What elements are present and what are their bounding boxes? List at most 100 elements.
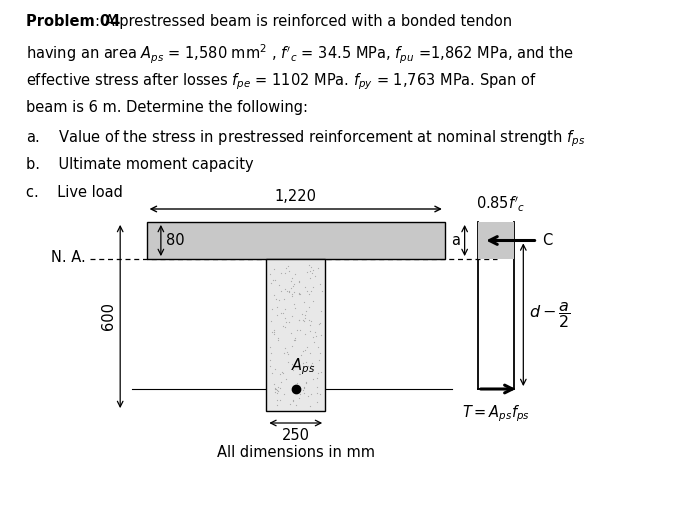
Point [288,365,299,374]
Point [303,302,314,311]
Point [285,284,296,292]
Point [265,356,276,364]
Point [268,326,279,334]
Point [293,278,304,287]
Text: having an area $A_{ps}$ = 1,580 mm$^2$ , $f'_c$ = 34.5 MPa, $f_{pu}$ =1,862 MPa,: having an area $A_{ps}$ = 1,580 mm$^2$ ,… [26,43,573,66]
Point [280,264,291,273]
Point [274,296,285,304]
Point [311,332,322,340]
Point [298,315,309,324]
Point [305,390,316,398]
Text: a: a [451,233,460,248]
Text: $0.85f'_c$: $0.85f'_c$ [476,195,525,214]
Text: 80: 80 [166,233,184,248]
Point [282,262,293,270]
Point [286,290,297,298]
Point [279,323,290,331]
Point [288,385,300,393]
Point [307,296,318,305]
Point [268,265,279,274]
Point [271,302,282,311]
Point [299,388,310,397]
Point [281,347,293,356]
Point [313,343,324,352]
Point [279,285,290,293]
Point [293,289,304,298]
Text: $d - \dfrac{a}{2}$: $d - \dfrac{a}{2}$ [529,300,571,330]
Point [272,383,284,391]
Point [302,392,314,400]
Point [315,319,326,327]
Point [274,396,286,405]
Text: b.    Ultimate moment capacity: b. Ultimate moment capacity [26,156,253,171]
Text: a.    Value of the stress in prestressed reinforcement at nominal strength $f_{p: a. Value of the stress in prestressed re… [26,128,584,148]
Point [269,327,280,336]
Point [295,384,306,392]
Point [276,287,287,295]
Point [300,311,311,320]
Point [304,326,316,335]
Point [266,279,277,287]
Point [290,334,301,342]
Point [314,390,326,398]
Point [284,267,295,276]
Point [305,286,316,295]
Point [307,367,318,375]
Point [266,327,277,336]
Point [314,356,325,364]
Point [297,310,308,319]
Text: $T = A_{ps}f_{ps}$: $T = A_{ps}f_{ps}$ [462,403,530,423]
Point [300,314,311,322]
Point [279,295,290,303]
Point [314,279,326,288]
Point [271,388,282,397]
Point [293,316,304,325]
Point [265,349,276,358]
Point [287,292,298,301]
Point [293,315,304,324]
Point [268,379,279,388]
Point [288,287,300,296]
Point [298,384,309,393]
Point [279,304,290,313]
Point [314,348,326,357]
Point [295,290,306,298]
Point [302,343,313,352]
Text: 1,220: 1,220 [274,189,316,204]
Text: $A_{ps}$: $A_{ps}$ [291,356,316,377]
Point [288,282,299,290]
Point [277,321,288,330]
Point [311,383,322,391]
Point [307,265,318,274]
Point [264,343,275,351]
Point [276,368,287,376]
Point [281,375,292,383]
Point [280,344,291,352]
Point [267,276,278,285]
Point [315,367,326,376]
Text: C: C [542,233,552,248]
Point [299,383,310,391]
Point [270,276,281,285]
Text: 250: 250 [281,428,309,443]
Point [293,277,304,286]
Point [294,289,305,298]
Point [278,349,289,358]
Bar [147,222,445,259]
Point [295,370,306,378]
Point [273,334,284,343]
Point [288,381,300,390]
Point [281,318,292,326]
Point [315,307,326,315]
Text: 600: 600 [102,303,116,330]
Point [308,332,319,341]
Point [309,337,320,346]
Point [284,400,295,409]
Point [315,330,326,339]
Point [289,304,300,312]
Point [282,350,293,359]
Point [272,336,284,344]
Point [299,317,310,325]
Point [304,261,315,269]
Point [300,358,312,366]
